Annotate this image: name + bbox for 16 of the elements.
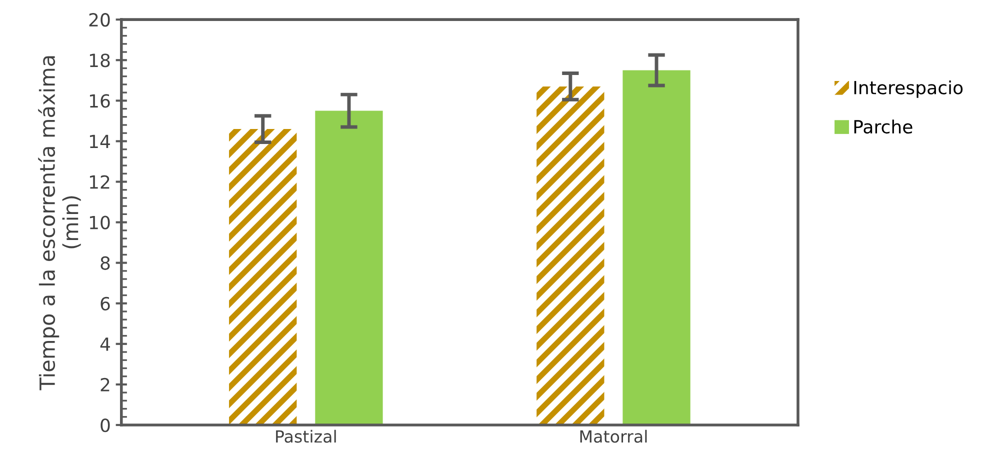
y-tick-label: 12	[90, 175, 110, 189]
y-tick-label: 14	[90, 134, 110, 148]
legend-label: Parche	[854, 120, 912, 134]
x-tick-label: Matorral	[580, 430, 647, 443]
y-tick-label: 20	[89, 13, 110, 27]
legend-label: Interespacio	[854, 80, 963, 98]
x-tick-label: Pastizal	[276, 430, 336, 443]
y-axis-title: Tiempo a la escorrentía máxima (min)	[38, 56, 81, 390]
y-tick-label: 6	[100, 296, 110, 310]
y-tick-label: 8	[100, 256, 110, 270]
y-tick-label: 0	[100, 418, 110, 432]
y-tick-label: 4	[100, 338, 110, 351]
y-tick-label: 16	[90, 94, 110, 108]
y-tick-label: 18	[90, 54, 110, 68]
y-tick-label: 2	[100, 378, 110, 392]
y-tick-label: 10	[90, 216, 110, 230]
